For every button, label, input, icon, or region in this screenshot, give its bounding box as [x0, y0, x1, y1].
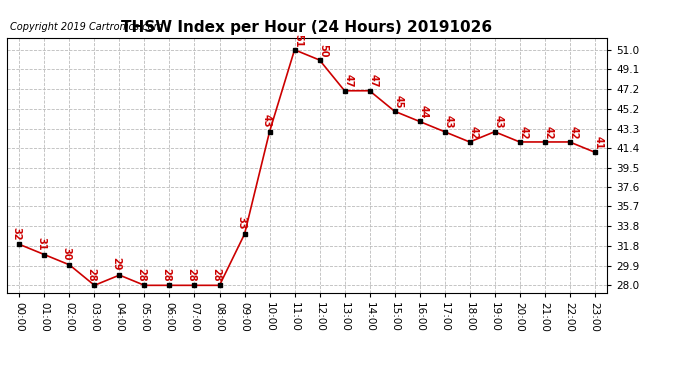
Text: 42: 42	[569, 126, 579, 139]
Text: 28: 28	[161, 267, 172, 281]
Text: 45: 45	[394, 95, 404, 108]
Text: 44: 44	[419, 105, 428, 119]
Text: 42: 42	[519, 126, 529, 139]
Text: 47: 47	[344, 75, 354, 88]
Text: 28: 28	[212, 267, 221, 281]
Text: 47: 47	[368, 75, 379, 88]
Text: 43: 43	[444, 116, 454, 129]
Text: 43: 43	[494, 116, 504, 129]
Text: THSW  (°F): THSW (°F)	[502, 17, 562, 27]
Text: 33: 33	[237, 216, 247, 230]
Text: 29: 29	[112, 257, 121, 271]
Text: 30: 30	[61, 247, 72, 261]
Text: 41: 41	[594, 136, 604, 149]
Text: 31: 31	[37, 237, 47, 250]
Text: 42: 42	[544, 126, 554, 139]
Text: 28: 28	[137, 267, 147, 281]
Text: 43: 43	[262, 114, 272, 128]
Text: 32: 32	[12, 227, 21, 240]
Text: 28: 28	[87, 267, 97, 281]
Text: 28: 28	[187, 267, 197, 281]
Text: 42: 42	[469, 126, 479, 139]
Text: Copyright 2019 Cartronics.com: Copyright 2019 Cartronics.com	[10, 22, 163, 32]
Title: THSW Index per Hour (24 Hours) 20191026: THSW Index per Hour (24 Hours) 20191026	[121, 20, 493, 35]
Text: 50: 50	[319, 44, 328, 57]
Text: 51: 51	[294, 33, 304, 47]
